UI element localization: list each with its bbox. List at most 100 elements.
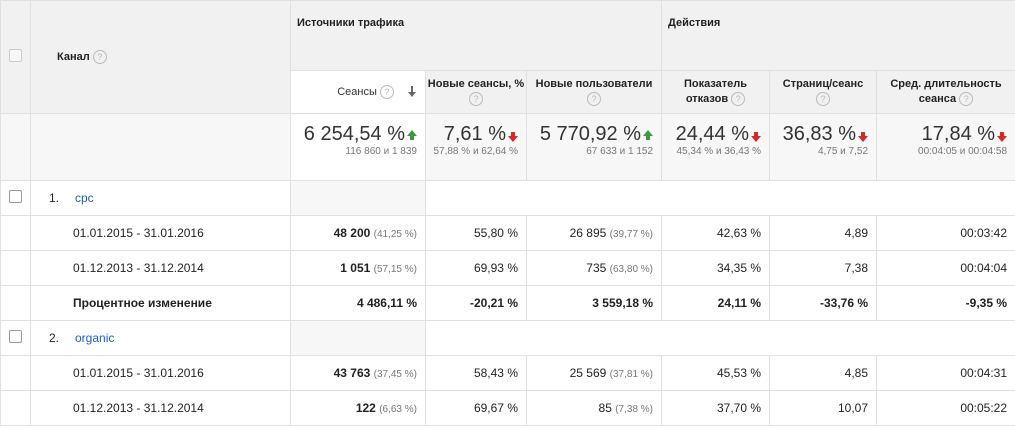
bounce-rate-cell: 45,53 %	[662, 356, 770, 391]
new-sessions-cell: 69,67 %	[426, 391, 527, 426]
total-value: 17,84 %	[877, 123, 1007, 146]
sessions-share: (41,25 %)	[374, 229, 417, 240]
avg-duration-cell: 00:04:31	[877, 356, 1015, 391]
row-checkbox[interactable]	[9, 190, 22, 203]
pages-per-session-cell: 4,85	[770, 356, 877, 391]
channel-link[interactable]: cpc	[75, 191, 94, 205]
arrow-down-icon	[858, 136, 868, 142]
sessions-cell: 122 (6,63 %)	[291, 391, 426, 426]
bounce-rate-cell: 37,70 %	[662, 391, 770, 426]
total-sessions: 6 254,54 %116 860 и 1 839	[291, 114, 426, 181]
channel-header[interactable]: Канал ?	[31, 1, 291, 114]
total-comparison: 67 633 и 1 152	[527, 146, 653, 157]
total-value-text: 36,83 %	[783, 123, 856, 145]
sessions-cell: 43 763 (37,45 %)	[291, 356, 426, 391]
select-all-cell	[1, 1, 31, 114]
arrow-down-icon	[997, 136, 1007, 142]
total-value: 24,44 %	[662, 123, 761, 146]
new-users-value: 3 559,18 %	[592, 296, 653, 310]
pages-per-session-cell: 10,07	[770, 391, 877, 426]
total-bounce-rate: 24,44 %45,34 % и 36,43 %	[662, 114, 770, 181]
help-icon[interactable]: ?	[816, 92, 830, 106]
channel-empty-cell	[291, 321, 426, 356]
date-range-label: 01.01.2015 - 31.01.2016	[31, 216, 291, 251]
total-value-text: 24,44 %	[676, 123, 749, 145]
pages-per-session-cell: 4,89	[770, 216, 877, 251]
new-sessions-header-label: Новые сеансы, %	[428, 78, 524, 90]
channel-empty-span	[426, 321, 1015, 356]
actions-group: Действия	[662, 1, 1015, 71]
total-value: 36,83 %	[770, 123, 868, 146]
sessions-value: 122	[356, 401, 376, 415]
bounce-rate-header[interactable]: Показатель отказов ?	[662, 71, 770, 114]
channel-row: 2.organic	[1, 321, 1015, 356]
channel-name-cell: 2.organic	[31, 321, 291, 356]
row-checkbox-cell	[1, 356, 31, 391]
sessions-value: 48 200	[334, 226, 371, 240]
arrow-down-icon	[508, 136, 518, 142]
new-users-cell: 735 (63,80 %)	[527, 251, 662, 286]
new-users-header[interactable]: Новые пользователи ?	[527, 71, 662, 114]
new-sessions-cell: -20,21 %	[426, 286, 527, 321]
avg-duration-cell: 00:03:42	[877, 216, 1015, 251]
row-checkbox-cell	[1, 181, 31, 216]
avg-duration-cell: 00:04:04	[877, 251, 1015, 286]
sessions-header-label: Сеансы	[337, 86, 377, 98]
sort-desc-icon[interactable]	[407, 86, 417, 98]
help-icon[interactable]: ?	[731, 92, 745, 106]
channel-name-cell: 1.cpc	[31, 181, 291, 216]
total-comparison: 45,34 % и 36,43 %	[662, 146, 761, 157]
row-checkbox-cell	[1, 286, 31, 321]
total-value-text: 17,84 %	[922, 123, 995, 145]
total-comparison: 57,88 % и 62,64 %	[426, 146, 518, 157]
new-users-header-label: Новые пользователи	[536, 78, 653, 90]
total-comparison: 116 860 и 1 839	[291, 146, 417, 157]
pages-per-session-cell: -33,76 %	[770, 286, 877, 321]
channel-row: 1.cpc	[1, 181, 1015, 216]
sessions-share: (6,63 %)	[379, 404, 417, 415]
new-users-share: (39,77 %)	[610, 229, 653, 240]
row-checkbox[interactable]	[9, 330, 22, 343]
total-value: 6 254,54 %	[291, 123, 417, 146]
sessions-header[interactable]: Сеансы ?	[291, 71, 426, 114]
pages-per-session-header-label: Страниц/сеанс	[783, 78, 864, 90]
totals-row: 6 254,54 %116 860 и 1 839 7,61 %57,88 % и…	[1, 114, 1015, 181]
new-users-cell: 26 895 (39,77 %)	[527, 216, 662, 251]
total-new-users: 5 770,92 %67 633 и 1 152	[527, 114, 662, 181]
help-icon[interactable]: ?	[469, 92, 483, 106]
date-range-label: 01.01.2015 - 31.01.2016	[31, 356, 291, 391]
new-sessions-cell: 58,43 %	[426, 356, 527, 391]
sessions-value: 43 763	[334, 366, 371, 380]
help-icon[interactable]: ?	[380, 85, 394, 99]
pages-per-session-header[interactable]: Страниц/сеанс ?	[770, 71, 877, 114]
avg-duration-header[interactable]: Сред. длительность сеанса ?	[877, 71, 1015, 114]
row-checkbox-cell	[1, 391, 31, 426]
row-index: 2.	[49, 331, 75, 345]
help-icon[interactable]: ?	[587, 92, 601, 106]
help-icon[interactable]: ?	[93, 50, 107, 64]
sessions-cell: 4 486,11 %	[291, 286, 426, 321]
row-index: 1.	[49, 191, 75, 205]
sessions-share: (57,15 %)	[374, 264, 417, 275]
channel-header-label: Канал	[57, 51, 90, 63]
select-all-checkbox[interactable]	[9, 49, 22, 62]
new-sessions-cell: 69,93 %	[426, 251, 527, 286]
total-value-text: 7,61 %	[444, 123, 506, 145]
total-comparison: 00:04:05 и 00:04:58	[877, 146, 1007, 157]
new-users-value: 26 895	[570, 226, 607, 240]
total-pages-per-session: 36,83 %4,75 и 7,52	[770, 114, 877, 181]
help-icon[interactable]: ?	[959, 92, 973, 106]
pages-per-session-cell: 7,38	[770, 251, 877, 286]
sessions-value: 4 486,11 %	[357, 296, 417, 310]
bounce-rate-cell: 42,63 %	[662, 216, 770, 251]
new-users-value: 25 569	[570, 366, 607, 380]
sessions-share: (37,45 %)	[374, 369, 417, 380]
date-range-label: 01.12.2013 - 31.12.2014	[31, 251, 291, 286]
channel-link[interactable]: organic	[75, 331, 114, 345]
new-users-cell: 25 569 (37,81 %)	[527, 356, 662, 391]
new-sessions-header[interactable]: Новые сеансы, % ?	[426, 71, 527, 114]
